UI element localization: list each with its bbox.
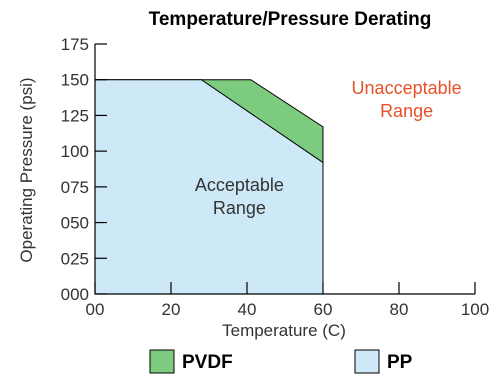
legend-label-pvdf: PVDF — [182, 352, 233, 373]
y-tick-label: 000 — [61, 285, 89, 304]
x-tick-label: 20 — [162, 300, 181, 319]
annotations: Acceptable Range Unacceptable Range — [195, 78, 462, 218]
legend-swatch-pvdf — [149, 349, 175, 374]
y-tick-label: 125 — [61, 106, 89, 125]
legend-swatch-pp — [354, 349, 380, 374]
x-tick-label: 80 — [390, 300, 409, 319]
y-tick-label: 175 — [61, 35, 89, 54]
annotation-acceptable: Acceptable Range — [195, 175, 284, 218]
x-axis-label: Temperature (C) — [222, 321, 346, 340]
y-axis-label: Operating Pressure (psi) — [17, 77, 36, 262]
x-tick-label: 60 — [314, 300, 333, 319]
chart-title: Temperature/Pressure Derating — [149, 9, 432, 30]
y-tick-label: 050 — [61, 214, 89, 233]
legend-label-pp: PP — [387, 352, 413, 373]
annotation-unacceptable: Unacceptable Range — [352, 78, 462, 121]
y-tick-label: 025 — [61, 249, 89, 268]
y-tick-label: 075 — [61, 178, 89, 197]
legend: PVDF PP — [149, 349, 413, 374]
x-axis-ticks: 00 20 40 60 80 100 — [86, 282, 489, 319]
x-tick-label: 40 — [238, 300, 257, 319]
x-tick-label: 00 — [86, 300, 105, 319]
x-tick-label: 100 — [461, 300, 489, 319]
y-axis-ticks: 000 025 050 075 100 125 150 175 — [61, 35, 107, 304]
y-tick-label: 100 — [61, 142, 89, 161]
y-tick-label: 150 — [61, 71, 89, 90]
